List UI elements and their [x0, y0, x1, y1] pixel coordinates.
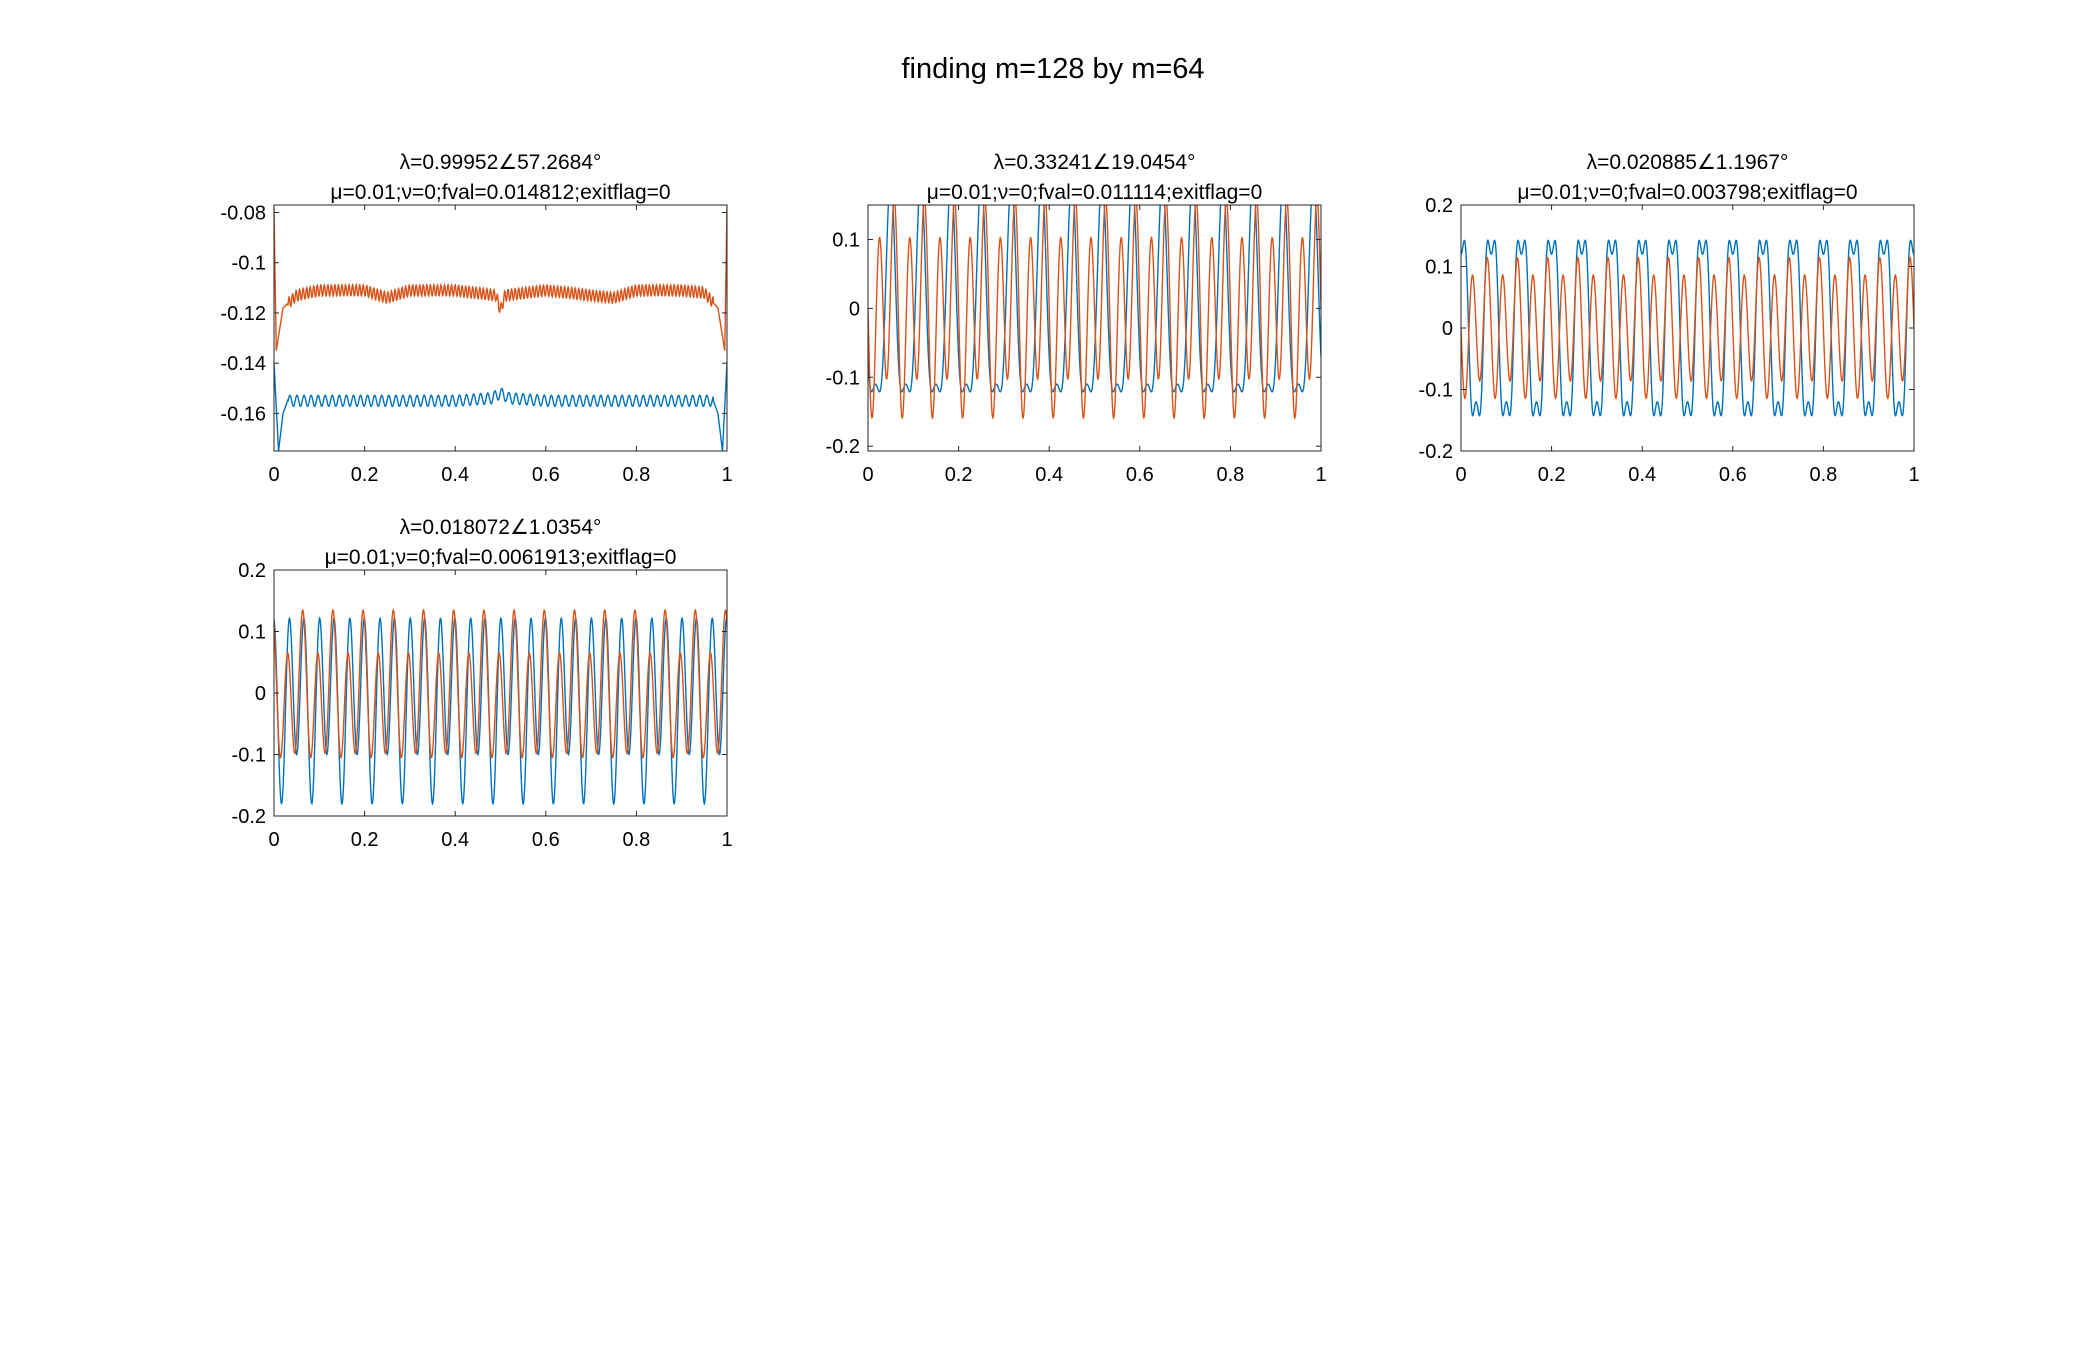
series-line-2 — [1461, 256, 1914, 400]
subplot-title-line-2: μ=0.01;ν=0;fval=0.014812;exitflag=0 — [330, 181, 670, 204]
axes-frame — [273, 204, 728, 452]
subplot-1: 0 0.2 0.4 0.6 0.8 1 -0.16 -0.14 -0.12 -0.1 -0.08 λ=… — [220, 151, 732, 486]
series-line-2 — [274, 207, 727, 351]
x-tick-label: 0 — [268, 464, 279, 486]
y-tick-label: -0.1 — [232, 253, 266, 275]
subplot-title-line-2: μ=0.01;ν=0;fval=0.003798;exitflag=0 — [1517, 181, 1857, 204]
x-tick-label: 0.8 — [1809, 464, 1837, 486]
series-line-2 — [274, 608, 727, 759]
plot-area — [274, 205, 727, 451]
y-tick-label: -0.12 — [220, 303, 266, 325]
x-tick-label: 0.6 — [532, 829, 560, 851]
axes-frame — [867, 204, 1322, 452]
subplot-title-line-1: λ=0.020885∠1.1967° — [1587, 151, 1789, 174]
series-line-1 — [274, 616, 727, 806]
x-tick-label: 0.4 — [441, 829, 469, 851]
subplot-title-line-1: λ=0.99952∠57.2684° — [400, 151, 602, 174]
subplot-title-line-1: λ=0.018072∠1.0354° — [400, 516, 602, 539]
subplot-title-line-2: μ=0.01;ν=0;fval=0.0061913;exitflag=0 — [325, 546, 677, 569]
x-tick-label: 0 — [1455, 464, 1466, 486]
y-tick-label: -0.08 — [220, 203, 266, 225]
x-tick-label: 0.4 — [1628, 464, 1656, 486]
y-tick-label: -0.2 — [1419, 441, 1453, 463]
x-tick-label: 1 — [1315, 464, 1326, 486]
y-tick-label: 0.2 — [1425, 195, 1453, 217]
y-tick-label: -0.16 — [220, 403, 266, 425]
x-tick-label: 0.6 — [1719, 464, 1747, 486]
y-tick-label: 0.1 — [1425, 257, 1453, 279]
subplot-2: 0 0.2 0.4 0.6 0.8 1 -0.2 -0.1 0 0.1 λ=0.33241∠19.0… — [826, 151, 1327, 486]
subplot-3: 0 0.2 0.4 0.6 0.8 1 -0.2 -0.1 0 0.1 0.2 λ=0.020885∠… — [1419, 151, 1920, 486]
y-tick-label: -0.2 — [826, 436, 860, 458]
x-tick-label: 0.6 — [532, 464, 560, 486]
figure-title: finding m=128 by m=64 — [901, 53, 1204, 85]
x-tick-label: 1 — [721, 829, 732, 851]
y-tick-label: 0.1 — [832, 229, 860, 251]
x-tick-label: 0 — [862, 464, 873, 486]
y-tick-label: 0.2 — [238, 560, 266, 582]
x-tick-label: 0.2 — [351, 464, 379, 486]
y-tick-label: 0 — [1442, 318, 1453, 340]
x-tick-label: 1 — [721, 464, 732, 486]
y-tick-label: -0.1 — [232, 745, 266, 767]
y-tick-label: -0.1 — [1419, 380, 1453, 402]
y-tick-label: 0 — [849, 298, 860, 320]
x-tick-label: 0.8 — [1216, 464, 1244, 486]
x-tick-label: 0.6 — [1126, 464, 1154, 486]
x-tick-label: 0.2 — [351, 829, 379, 851]
x-tick-label: 1 — [1908, 464, 1919, 486]
y-tick-label: 0 — [255, 683, 266, 705]
plot-area — [274, 570, 727, 816]
x-tick-label: 0.8 — [622, 464, 650, 486]
subplot-4: 0 0.2 0.4 0.6 0.8 1 -0.2 -0.1 0 0.1 0.2 λ=0.018072∠… — [232, 516, 733, 851]
x-tick-label: 0.4 — [441, 464, 469, 486]
series-line-1 — [1461, 239, 1914, 417]
series-line-1 — [274, 363, 727, 451]
subplot-title-line-2: μ=0.01;ν=0;fval=0.011114;exitflag=0 — [927, 181, 1263, 204]
y-tick-label: -0.2 — [232, 806, 266, 828]
y-tick-label: 0.1 — [238, 622, 266, 644]
series-line-2 — [868, 205, 1321, 420]
x-tick-label: 0.8 — [622, 829, 650, 851]
x-tick-label: 0.2 — [945, 464, 973, 486]
x-tick-label: 0 — [268, 829, 279, 851]
series-line-1 — [868, 205, 1321, 393]
x-tick-label: 0.4 — [1035, 464, 1063, 486]
subplots-group: 0 0.2 0.4 0.6 0.8 1 -0.16 -0.14 -0.12 -0.1 -0.08 λ=… — [220, 151, 1919, 851]
subplot-title-line-1: λ=0.33241∠19.0454° — [994, 151, 1196, 174]
y-tick-label: -0.14 — [220, 353, 266, 375]
x-tick-label: 0.2 — [1538, 464, 1566, 486]
y-tick-label: -0.1 — [826, 367, 860, 389]
